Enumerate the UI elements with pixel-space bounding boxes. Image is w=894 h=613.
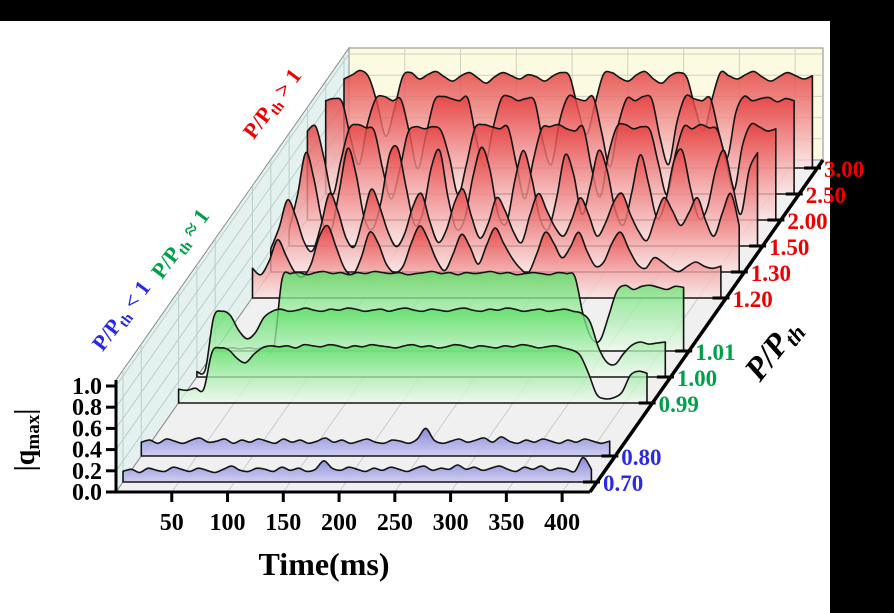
x-tick-label: 250	[377, 510, 413, 536]
z-tick-label-3.00: 3.00	[824, 157, 864, 182]
right-black-bar	[830, 21, 894, 613]
series-area-0.99	[177, 343, 648, 404]
y-tick-label: 0.8	[72, 395, 102, 421]
z-tick-label-1.00: 1.00	[677, 366, 717, 391]
z-tick-group: 0.700.80 0.991.001.01 1.201.301.502.002.50…	[583, 157, 864, 496]
y-tick-label: 1.0	[72, 374, 102, 400]
z-tick-label-2.00: 2.00	[787, 209, 827, 234]
z-tick-label-0.80: 0.80	[621, 445, 661, 470]
series-area-0.80	[140, 427, 611, 457]
y-tick-label: 0.2	[72, 459, 102, 485]
series-area-0.70	[122, 456, 593, 483]
y-axis-title: |qmax|	[10, 409, 44, 472]
y-tick-label: 0.0	[72, 480, 102, 506]
x-tick-label: 200	[321, 510, 357, 536]
z-tick-label-1.30: 1.30	[751, 261, 791, 286]
z-axis-title: P/Pth	[737, 312, 810, 391]
y-tick-group: 0.00.20.40.60.81.0	[72, 374, 116, 506]
y-tick-label: 0.4	[72, 438, 102, 464]
y-tick-label: 0.6	[72, 416, 102, 442]
x-tick-label: 400	[544, 510, 580, 536]
x-tick-label: 100	[210, 510, 246, 536]
axes	[114, 158, 825, 494]
z-tick-label-0.70: 0.70	[603, 471, 643, 496]
x-tick-label: 150	[265, 510, 301, 536]
z-tick-label-0.99: 0.99	[659, 392, 699, 417]
z-tick-label-1.20: 1.20	[733, 287, 773, 312]
top-black-bar	[0, 0, 894, 21]
z-tick-label-1.50: 1.50	[769, 235, 809, 260]
x-tick-label: 50	[160, 510, 184, 536]
x-axis-title: Time(ms)	[259, 546, 390, 582]
x-tick-label: 300	[433, 510, 469, 536]
z-tick-label-1.01: 1.01	[695, 340, 735, 365]
x-tick-label: 350	[488, 510, 524, 536]
z-tick-label-2.50: 2.50	[806, 183, 846, 208]
x-tick-group: 50 100 150 200 250 300 350 400	[160, 492, 580, 536]
z-axis	[588, 158, 825, 494]
